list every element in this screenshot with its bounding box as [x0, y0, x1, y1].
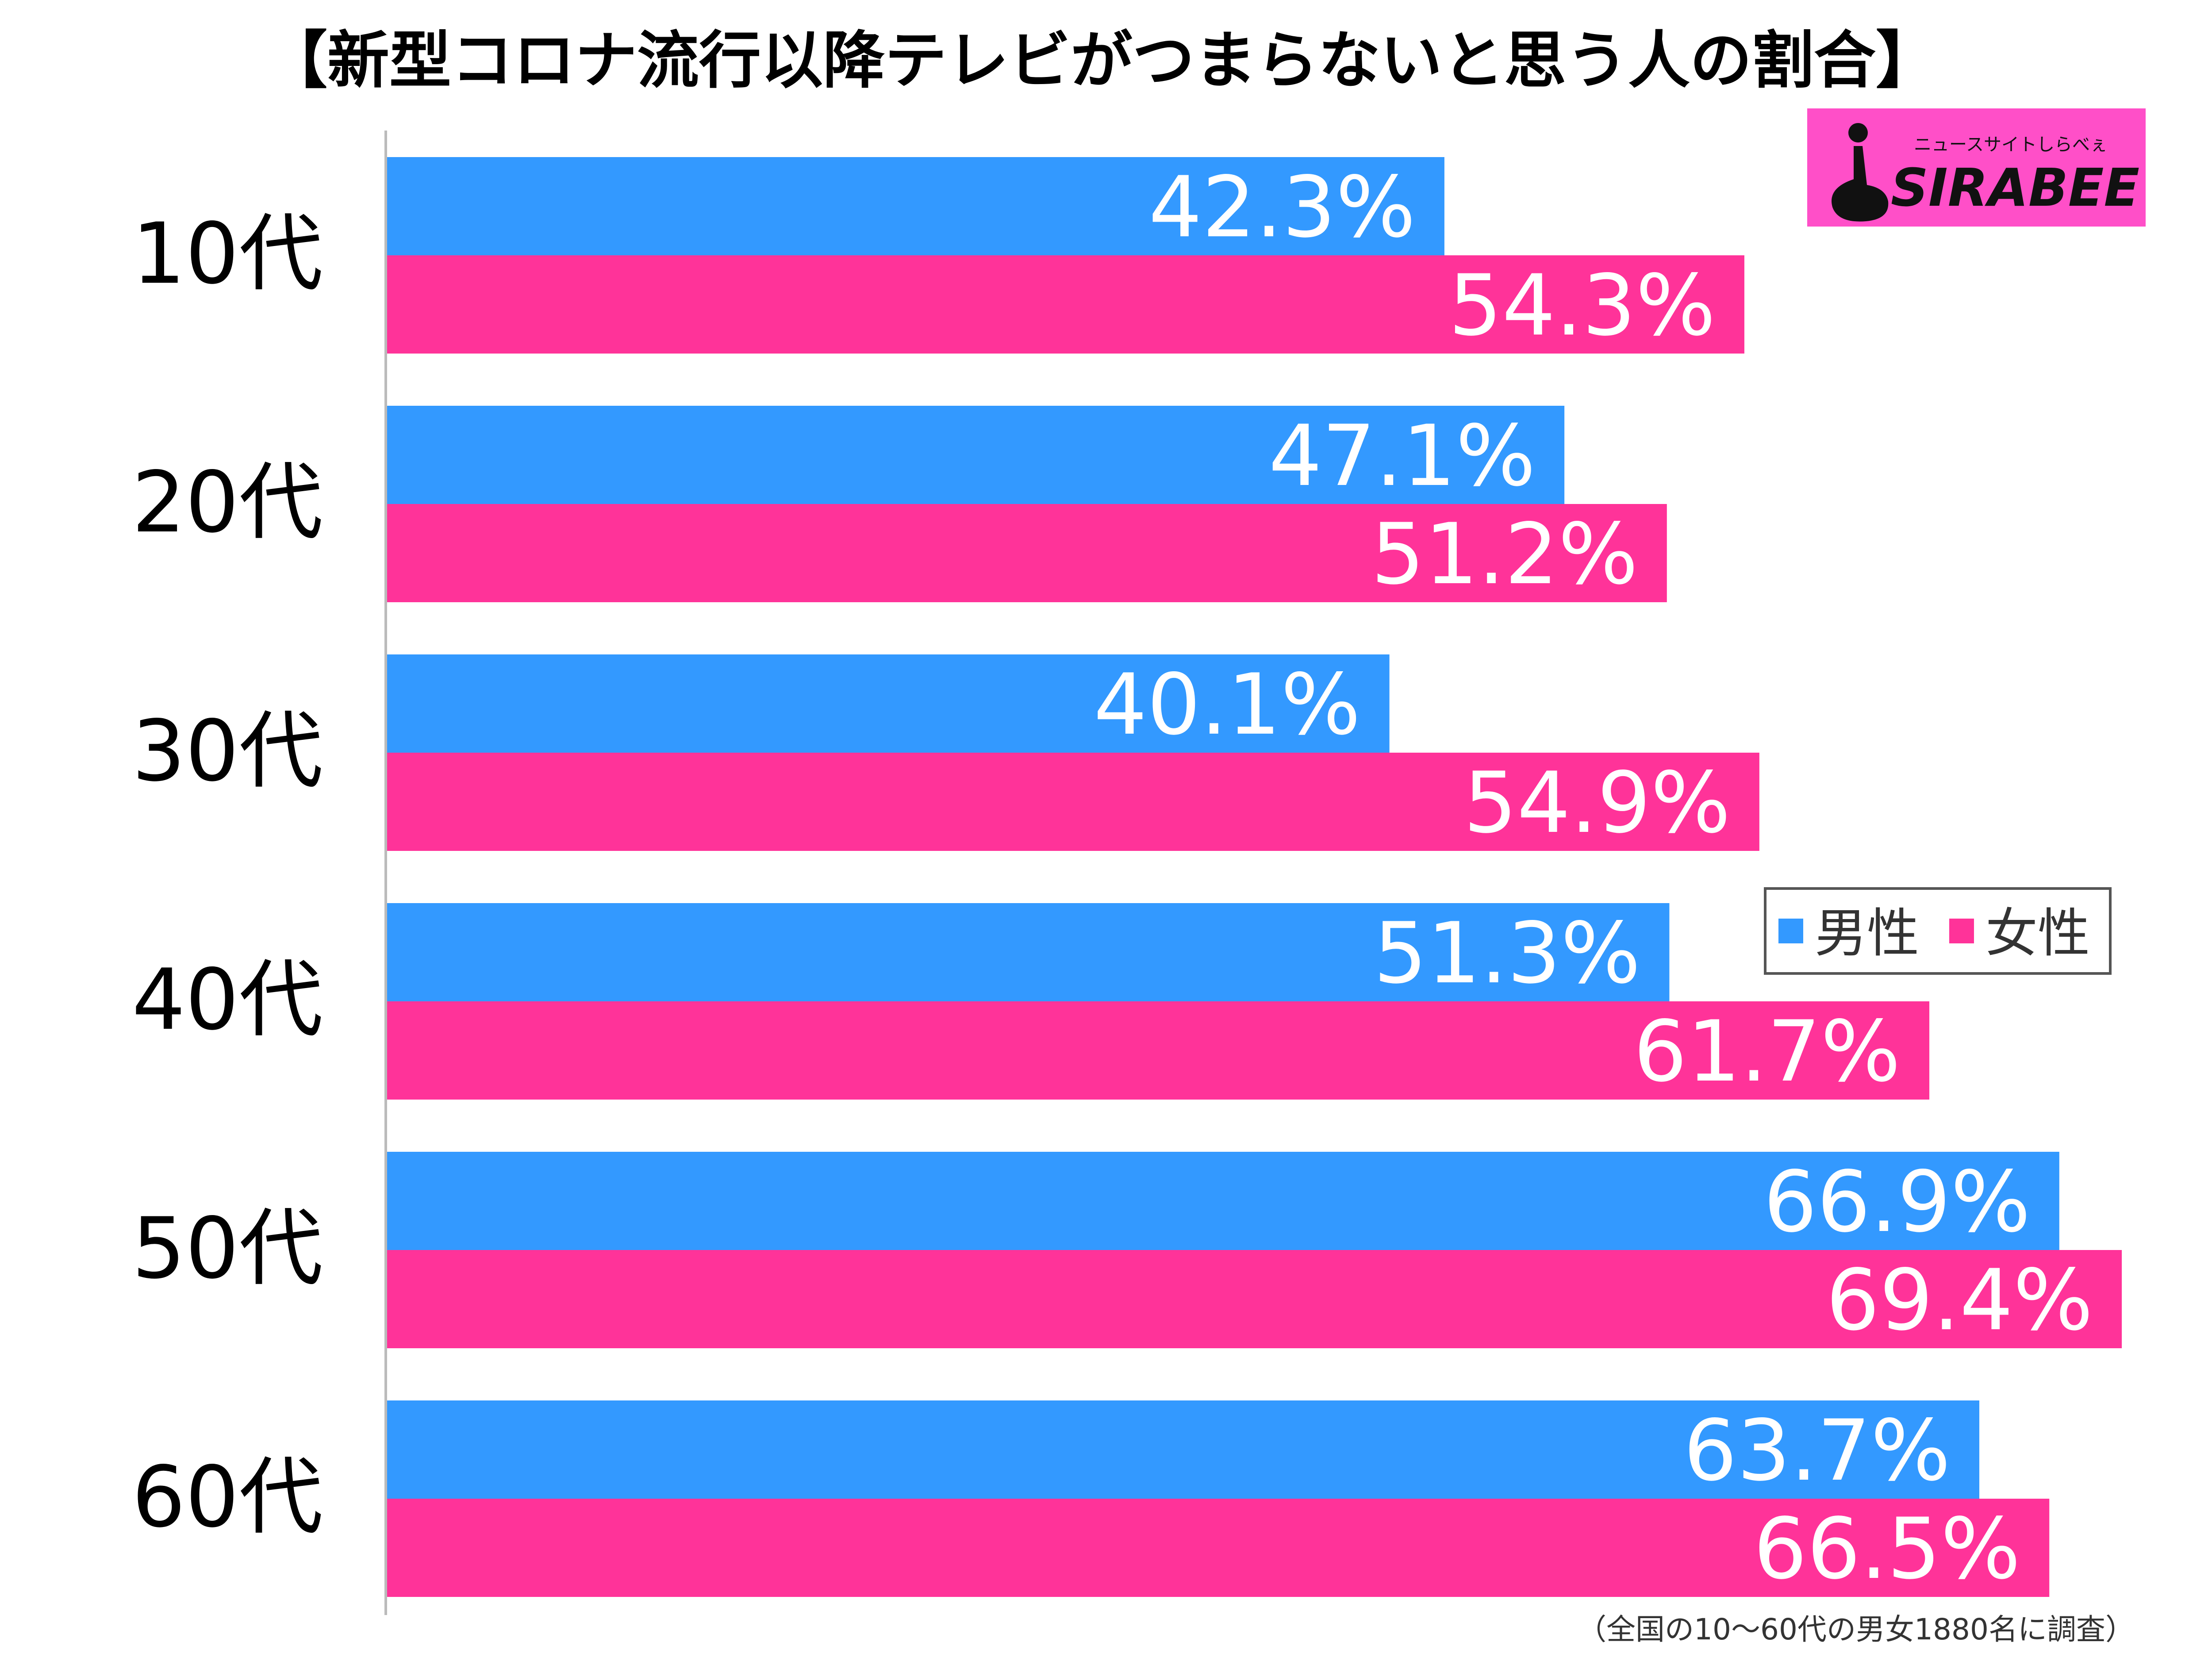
- bar-male: [387, 654, 1390, 753]
- category-labels: 10代 20代 30代 40代 50代 60代: [132, 205, 323, 1546]
- sirabee-logo: ニュースサイトしらべぇ SIRABEE: [1807, 108, 2146, 227]
- bar-male: [387, 903, 1670, 1001]
- logo-brand: SIRABEE: [1891, 157, 2139, 218]
- category-label: 30代: [132, 702, 323, 800]
- bar-male: [387, 157, 1444, 255]
- bar-male: [387, 406, 1565, 504]
- bar-female: [387, 504, 1667, 602]
- logo-i-stem-icon: [1832, 146, 1889, 222]
- data-label-male: 47.1%: [1269, 407, 1536, 505]
- data-label-female: 66.5%: [1754, 1500, 2021, 1598]
- category-label: 20代: [132, 454, 323, 551]
- data-label-male: 66.9%: [1763, 1153, 2031, 1251]
- bars-group: 42.3% 54.3% 47.1%51.2%40.1% 54.9% 51.3%61.7%…: [387, 157, 2122, 1598]
- legend-swatch-male: [1778, 919, 1803, 943]
- logo-tagline: ニュースサイトしらべぇ: [1914, 135, 2108, 155]
- chart-title: 【新型コロナ流行以降テレビがつまらないと思う人の割合】: [265, 25, 1938, 97]
- bar-female: [387, 1250, 2122, 1348]
- logo-i-dot-icon: [1848, 123, 1868, 142]
- bar-male: [387, 1400, 1980, 1499]
- data-label-male: 40.1%: [1094, 656, 1361, 754]
- category-label: 60代: [132, 1448, 323, 1546]
- data-label-female: 51.2%: [1371, 505, 1638, 603]
- category-label: 50代: [132, 1200, 323, 1297]
- bar-male: [387, 1152, 2059, 1250]
- bar-female: [387, 1499, 2050, 1597]
- category-label: 10代: [132, 205, 323, 303]
- bar-female: [387, 1001, 1930, 1100]
- data-label-female: 54.9%: [1463, 754, 1731, 852]
- bar-female: [387, 255, 1744, 354]
- data-label-female: 69.4%: [1826, 1251, 2093, 1349]
- bar-female: [387, 753, 1759, 851]
- data-label-female: 61.7%: [1633, 1003, 1901, 1100]
- legend: 男性 女性: [1764, 887, 2112, 975]
- data-label-male: 63.7%: [1683, 1402, 1951, 1500]
- data-label-male: 51.3%: [1374, 904, 1641, 1002]
- legend-label-female: 女性: [1985, 903, 2090, 964]
- legend-label-male: 男性: [1815, 903, 1919, 964]
- data-label-male: 42.3%: [1148, 158, 1416, 256]
- data-label-female: 54.3%: [1448, 257, 1716, 354]
- legend-swatch-female: [1949, 919, 1974, 943]
- category-label: 40代: [132, 951, 323, 1049]
- footnote: （全国の10〜60代の男女1880名に調査）: [1577, 1612, 2135, 1646]
- legend-frame: [1764, 887, 2112, 975]
